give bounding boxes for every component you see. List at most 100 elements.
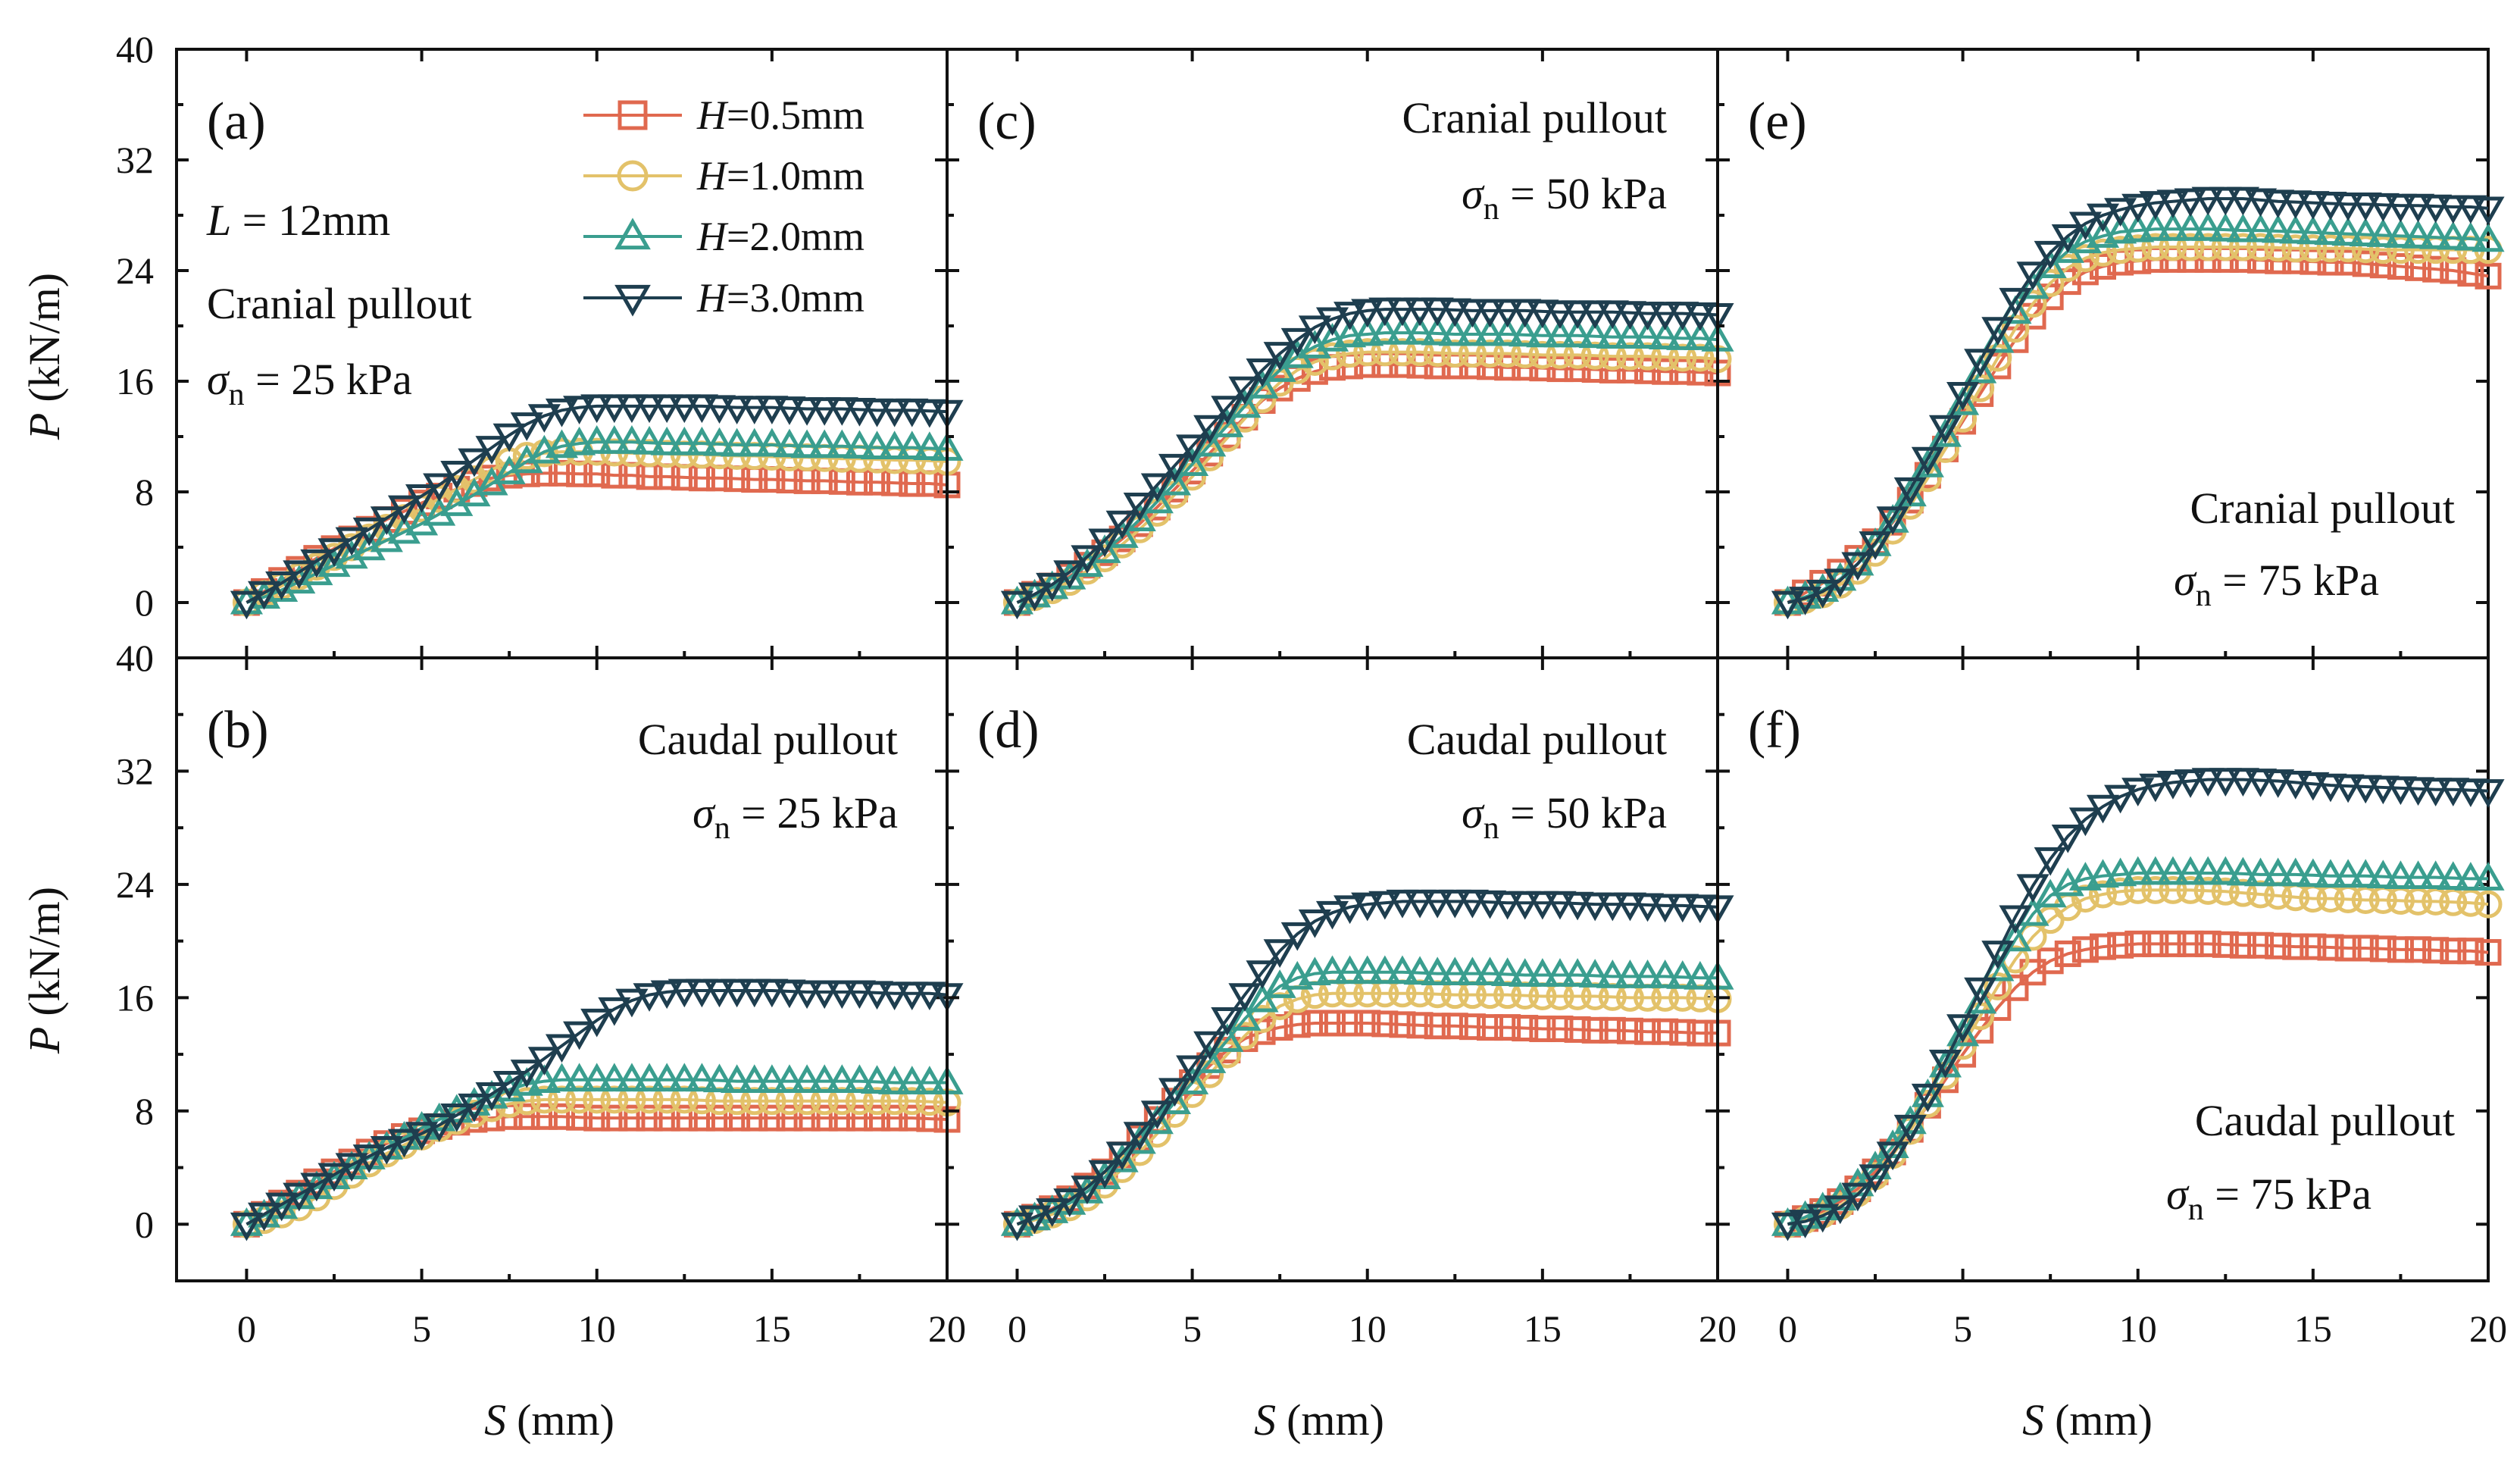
data-point bbox=[843, 397, 876, 427]
data-point bbox=[2472, 196, 2505, 226]
legend-entry: H=3.0mm bbox=[583, 275, 864, 321]
data-point bbox=[2349, 192, 2382, 221]
data-point bbox=[1351, 299, 1384, 328]
data-point bbox=[549, 459, 575, 487]
data-point bbox=[1458, 340, 1487, 368]
data-point bbox=[1789, 1210, 1822, 1238]
data-point bbox=[248, 1202, 281, 1232]
data-point bbox=[860, 1065, 894, 1094]
panel-annotation: σn = 50 kPa bbox=[1462, 788, 1667, 846]
data-point bbox=[793, 1087, 821, 1116]
data-point bbox=[2051, 824, 2084, 853]
data-point bbox=[1333, 895, 1367, 925]
data-point bbox=[860, 981, 894, 1010]
data-point bbox=[2419, 220, 2453, 249]
data-point bbox=[2331, 774, 2365, 803]
data-point bbox=[843, 430, 876, 459]
data-point bbox=[475, 1082, 508, 1111]
data-point bbox=[565, 1085, 594, 1114]
panel-label: (b) bbox=[207, 701, 269, 759]
data-point bbox=[2139, 191, 2172, 220]
data-point bbox=[2472, 223, 2505, 252]
data-point bbox=[1473, 890, 1507, 919]
data-point bbox=[1578, 319, 1612, 349]
data-point bbox=[1421, 316, 1454, 346]
data-point bbox=[300, 1172, 333, 1202]
x-axis-unit: (mm) bbox=[2055, 1395, 2153, 1445]
data-point bbox=[2121, 213, 2155, 243]
data-point bbox=[1476, 340, 1505, 368]
data-point bbox=[2279, 214, 2312, 244]
data-point bbox=[1193, 415, 1227, 444]
series-line bbox=[1787, 245, 2488, 604]
data-point bbox=[825, 397, 858, 426]
data-point bbox=[755, 1064, 789, 1094]
data-point bbox=[2124, 875, 2153, 904]
data-point bbox=[2384, 776, 2417, 806]
data-point bbox=[1491, 957, 1524, 986]
data-point bbox=[1123, 492, 1156, 521]
data-point bbox=[1561, 318, 1594, 348]
data-point bbox=[896, 1066, 929, 1094]
data-point bbox=[2474, 890, 2503, 919]
series-line bbox=[1787, 258, 2489, 604]
data-point bbox=[2349, 859, 2382, 888]
data-point bbox=[352, 1144, 386, 1173]
data-point bbox=[1246, 358, 1279, 387]
data-point bbox=[790, 980, 824, 1010]
data-point bbox=[1564, 355, 1591, 383]
data-point bbox=[1298, 909, 1331, 938]
data-point bbox=[1630, 893, 1665, 922]
data-point bbox=[633, 394, 666, 424]
data-point bbox=[1280, 327, 1314, 357]
data-point bbox=[1893, 477, 1927, 506]
data-point bbox=[530, 1103, 558, 1130]
data-point bbox=[1512, 1015, 1539, 1042]
data-point bbox=[1526, 299, 1559, 329]
data-point bbox=[1771, 1212, 1805, 1241]
data-point bbox=[671, 1104, 698, 1132]
data-point bbox=[545, 429, 579, 459]
series-line bbox=[245, 1115, 948, 1226]
data-point bbox=[2086, 203, 2120, 233]
data-point bbox=[1613, 960, 1646, 988]
data-point bbox=[1438, 317, 1471, 346]
data-point bbox=[1687, 358, 1714, 386]
data-point bbox=[1599, 1016, 1626, 1044]
data-point bbox=[1893, 1105, 1927, 1135]
data-point bbox=[1964, 349, 1997, 377]
data-point bbox=[2296, 858, 2330, 888]
data-point bbox=[2156, 770, 2190, 800]
data-point bbox=[2401, 193, 2435, 223]
data-point bbox=[775, 1087, 804, 1116]
data-point bbox=[2139, 773, 2172, 803]
data-point bbox=[2454, 195, 2487, 224]
data-point bbox=[1526, 891, 1559, 920]
data-point bbox=[598, 394, 631, 424]
data-point bbox=[685, 426, 718, 456]
data-point bbox=[2440, 938, 2467, 965]
data-point bbox=[1368, 315, 1402, 345]
data-point bbox=[1561, 891, 1594, 921]
y-tick-label: 0 bbox=[135, 581, 154, 624]
data-point bbox=[2316, 234, 2345, 263]
data-point bbox=[1561, 300, 1594, 330]
data-point bbox=[2159, 875, 2187, 904]
data-point bbox=[1368, 297, 1402, 327]
data-point bbox=[1613, 301, 1646, 330]
data-point bbox=[685, 1063, 718, 1092]
data-point bbox=[1473, 956, 1507, 986]
series-H=3.0mm bbox=[230, 978, 964, 1241]
data-point bbox=[635, 1085, 664, 1114]
data-point bbox=[2401, 777, 2435, 806]
y-tick-label: 8 bbox=[135, 471, 154, 513]
data-point bbox=[2071, 244, 2099, 273]
data-point bbox=[2384, 860, 2417, 890]
data-point bbox=[1176, 434, 1209, 464]
data-point bbox=[653, 1104, 680, 1132]
legend-label: H=1.0mm bbox=[696, 153, 864, 199]
data-point bbox=[1666, 894, 1699, 923]
y-axis-unit: (kN/m) bbox=[20, 887, 69, 1016]
data-point bbox=[600, 1085, 629, 1114]
